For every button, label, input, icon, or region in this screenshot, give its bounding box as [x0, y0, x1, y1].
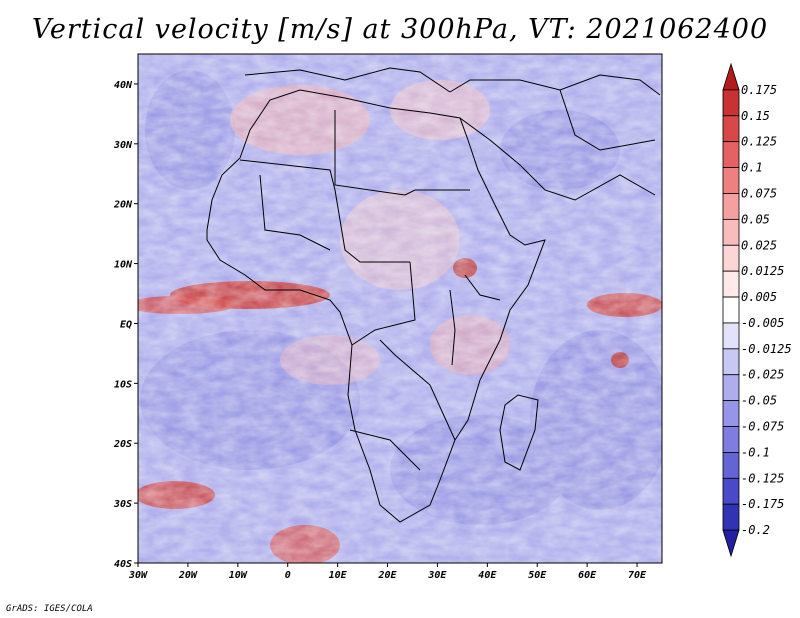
velocity-map: [138, 54, 662, 563]
colorbar-label: 0.075: [741, 186, 777, 200]
colorbar-label: -0.075: [741, 420, 784, 434]
lat-tick-label: 40N: [114, 80, 133, 91]
colorbar-swatch: [722, 529, 740, 558]
colorbar-swatch: [722, 296, 740, 324]
axis-ticks: 30W 20W 10W 0 10E 20E 30E 40E 50E 60E 70E 40S 30S 20S…: [113, 80, 647, 581]
colorbar-label: -0.0125: [741, 342, 792, 356]
colorbar-swatch: [722, 426, 740, 453]
colorbar-label: 0.175: [741, 83, 777, 97]
lat-tick-label: 30N: [113, 140, 133, 151]
colorbar-label: 0.1: [741, 161, 763, 175]
colorbar-swatch: [722, 62, 740, 91]
colorbar-swatch: [722, 115, 740, 143]
colorbar-label: -0.2: [741, 523, 770, 537]
colorbar-swatch: [722, 244, 740, 272]
colorbar-swatch: [722, 503, 740, 531]
lat-tick-label: 10N: [114, 260, 133, 271]
lon-tick-label: 30W: [128, 570, 148, 581]
texture-overlay: [138, 54, 662, 563]
colorbar-swatch: [722, 89, 740, 117]
colorbar-swatch: [722, 452, 740, 479]
colorbar-label: -0.005: [741, 316, 784, 330]
colorbar-label: 0.005: [741, 290, 777, 304]
colorbar-label: -0.05: [741, 394, 777, 408]
colorbar-swatch: [722, 270, 740, 298]
lat-tick-label: 20S: [113, 439, 132, 450]
colorbar-label: 0.05: [741, 212, 770, 226]
lon-tick-label: 70E: [628, 570, 647, 581]
lon-tick-label: 60E: [578, 570, 597, 581]
colorbar-label: -0.175: [741, 497, 784, 511]
colorbar-swatch: [722, 218, 740, 246]
grads-credit: GrADS: IGES/COLA: [6, 604, 93, 614]
colorbar-label: -0.1: [741, 445, 770, 459]
map-frame: [137, 53, 663, 564]
colorbar: 0.175 0.15 0.125 0.1 0.075 0.05 0.025 0.0125 0.0…: [722, 62, 792, 558]
lat-tick-label: 30S: [113, 499, 132, 510]
lat-tick-label: 40S: [114, 559, 132, 570]
colorbar-label: 0.0125: [741, 264, 784, 278]
lon-tick-label: 50E: [528, 570, 547, 581]
lon-tick-label: 0: [285, 570, 291, 581]
colorbar-label: 0.025: [741, 238, 777, 252]
colorbar-swatch: [722, 167, 740, 194]
lon-tick-label: 20E: [377, 570, 397, 581]
colorbar-label: -0.025: [741, 368, 784, 382]
colorbar-swatch: [722, 400, 740, 427]
colorbar-swatch: [722, 141, 740, 168]
colorbar-swatch: [722, 322, 740, 350]
colorbar-swatch: [722, 477, 740, 505]
lat-tick-label: 20N: [113, 200, 133, 211]
map-title: Vertical velocity [m/s] at 300hPa, VT: 2…: [31, 14, 769, 45]
lon-tick-label: 10E: [329, 570, 348, 581]
colorbar-label: 0.15: [741, 109, 770, 123]
lon-tick-label: 10W: [229, 570, 248, 581]
colorbar-label: 0.125: [741, 135, 777, 149]
colorbar-swatch: [722, 348, 740, 376]
colorbar-label: -0.125: [741, 471, 784, 485]
lon-tick-label: 40E: [478, 570, 497, 581]
lat-tick-label: EQ: [120, 319, 132, 330]
lon-tick-label: 30E: [427, 570, 447, 581]
colorbar-swatch: [722, 193, 740, 220]
lon-tick-label: 20W: [178, 570, 198, 581]
colorbar-swatch: [722, 374, 740, 402]
lat-tick-label: 10S: [114, 379, 132, 390]
coastlines-and-borders: [206, 67, 661, 523]
